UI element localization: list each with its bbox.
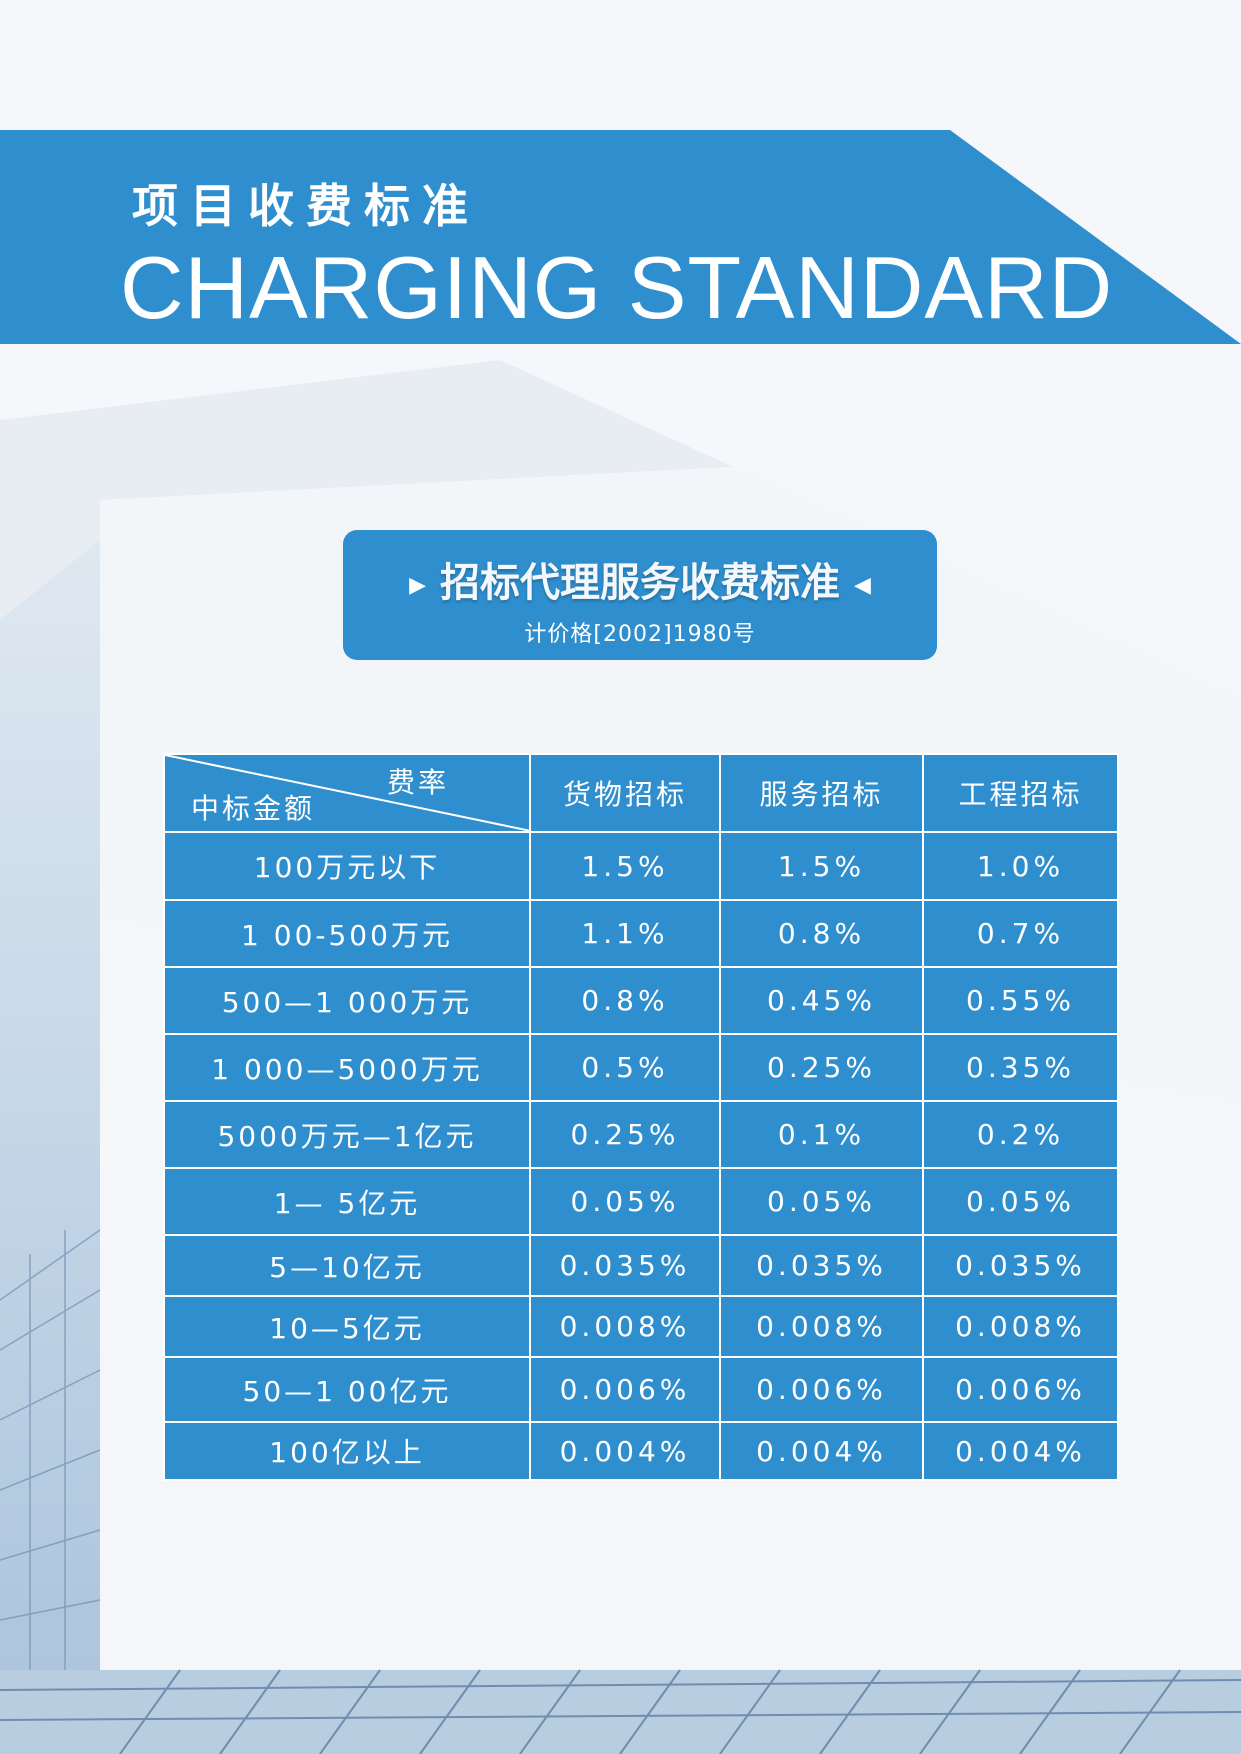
rate-cell-engineering: 0.004%: [922, 1421, 1119, 1481]
rate-cell-goods: 0.5%: [529, 1033, 721, 1102]
amount-cell: 500—1 000万元: [163, 966, 531, 1035]
title-chinese: 项目收费标准: [132, 179, 480, 233]
triangle-right-icon: ▶: [409, 572, 426, 598]
amount-cell: 5—10亿元: [163, 1234, 531, 1297]
table-row: 1— 5亿元 0.05% 0.05% 0.05%: [163, 1167, 1119, 1236]
rate-cell-goods: 1.5%: [529, 831, 721, 901]
rate-cell-engineering: 0.7%: [922, 899, 1119, 968]
table-header-row: 费率 中标金额 货物招标 服务招标 工程招标: [163, 753, 1119, 833]
rate-cell-services: 0.1%: [719, 1100, 924, 1169]
rate-cell-services: 0.008%: [719, 1295, 924, 1358]
amount-cell: 5000万元—1亿元: [163, 1100, 531, 1169]
amount-cell: 1 00-500万元: [163, 899, 531, 968]
triangle-left-icon: ◀: [854, 572, 871, 598]
table-row: 10—5亿元 0.008% 0.008% 0.008%: [163, 1295, 1119, 1358]
rate-cell-engineering: 0.55%: [922, 966, 1119, 1035]
amount-cell: 100万元以下: [163, 831, 531, 901]
amount-cell: 1 000—5000万元: [163, 1033, 531, 1102]
table-row: 1 00-500万元 1.1% 0.8% 0.7%: [163, 899, 1119, 968]
rate-cell-goods: 0.8%: [529, 966, 721, 1035]
table-row: 500—1 000万元 0.8% 0.45% 0.55%: [163, 966, 1119, 1035]
rate-cell-goods: 0.004%: [529, 1421, 721, 1481]
table-row: 1 000—5000万元 0.5% 0.25% 0.35%: [163, 1033, 1119, 1102]
corner-label-amount: 中标金额: [191, 792, 316, 825]
rate-cell-services: 1.5%: [719, 831, 924, 901]
amount-cell: 50—1 00亿元: [163, 1356, 531, 1423]
rate-cell-engineering: 0.035%: [922, 1234, 1119, 1297]
amount-cell: 1— 5亿元: [163, 1167, 531, 1236]
rate-cell-services: 0.035%: [719, 1234, 924, 1297]
rate-cell-goods: 0.035%: [529, 1234, 721, 1297]
rate-cell-goods: 0.25%: [529, 1100, 721, 1169]
amount-cell: 100亿以上: [163, 1421, 531, 1481]
rate-cell-services: 0.004%: [719, 1421, 924, 1481]
rate-cell-services: 0.006%: [719, 1356, 924, 1423]
section-title-row: ▶ 招标代理服务收费标准 ◀: [343, 550, 937, 608]
amount-cell: 10—5亿元: [163, 1295, 531, 1358]
title-english: CHARGING STANDARD: [120, 238, 1114, 337]
column-header-engineering: 工程招标: [922, 753, 1119, 833]
table-row: 100亿以上 0.004% 0.004% 0.004%: [163, 1421, 1119, 1481]
rate-cell-engineering: 0.05%: [922, 1167, 1119, 1236]
rate-cell-goods: 1.1%: [529, 899, 721, 968]
rate-cell-engineering: 0.006%: [922, 1356, 1119, 1423]
rate-cell-goods: 0.006%: [529, 1356, 721, 1423]
rate-cell-engineering: 0.008%: [922, 1295, 1119, 1358]
diagonal-divider: [165, 755, 531, 831]
rate-cell-services: 0.8%: [719, 899, 924, 968]
rate-cell-engineering: 1.0%: [922, 831, 1119, 901]
corner-header-cell: 费率 中标金额: [163, 753, 531, 833]
table-row: 100万元以下 1.5% 1.5% 1.0%: [163, 831, 1119, 901]
rate-cell-services: 0.25%: [719, 1033, 924, 1102]
rate-cell-services: 0.05%: [719, 1167, 924, 1236]
table-row: 5—10亿元 0.035% 0.035% 0.035%: [163, 1234, 1119, 1297]
rate-cell-goods: 0.008%: [529, 1295, 721, 1358]
corner-label-rate: 费率: [386, 766, 449, 799]
rate-cell-goods: 0.05%: [529, 1167, 721, 1236]
section-title: 招标代理服务收费标准: [440, 560, 840, 606]
column-header-services: 服务招标: [719, 753, 924, 833]
section-header: ▶ 招标代理服务收费标准 ◀ 计价格[2002]1980号: [343, 530, 937, 660]
rate-cell-engineering: 0.35%: [922, 1033, 1119, 1102]
rate-cell-engineering: 0.2%: [922, 1100, 1119, 1169]
column-header-goods: 货物招标: [529, 753, 721, 833]
document-number: 计价格[2002]1980号: [524, 622, 756, 647]
table-row: 50—1 00亿元 0.006% 0.006% 0.006%: [163, 1356, 1119, 1423]
table-row: 5000万元—1亿元 0.25% 0.1% 0.2%: [163, 1100, 1119, 1169]
rate-cell-services: 0.45%: [719, 966, 924, 1035]
fee-table: 费率 中标金额 货物招标 服务招标 工程招标 100万元以下 1.5% 1.5%…: [163, 753, 1119, 1481]
